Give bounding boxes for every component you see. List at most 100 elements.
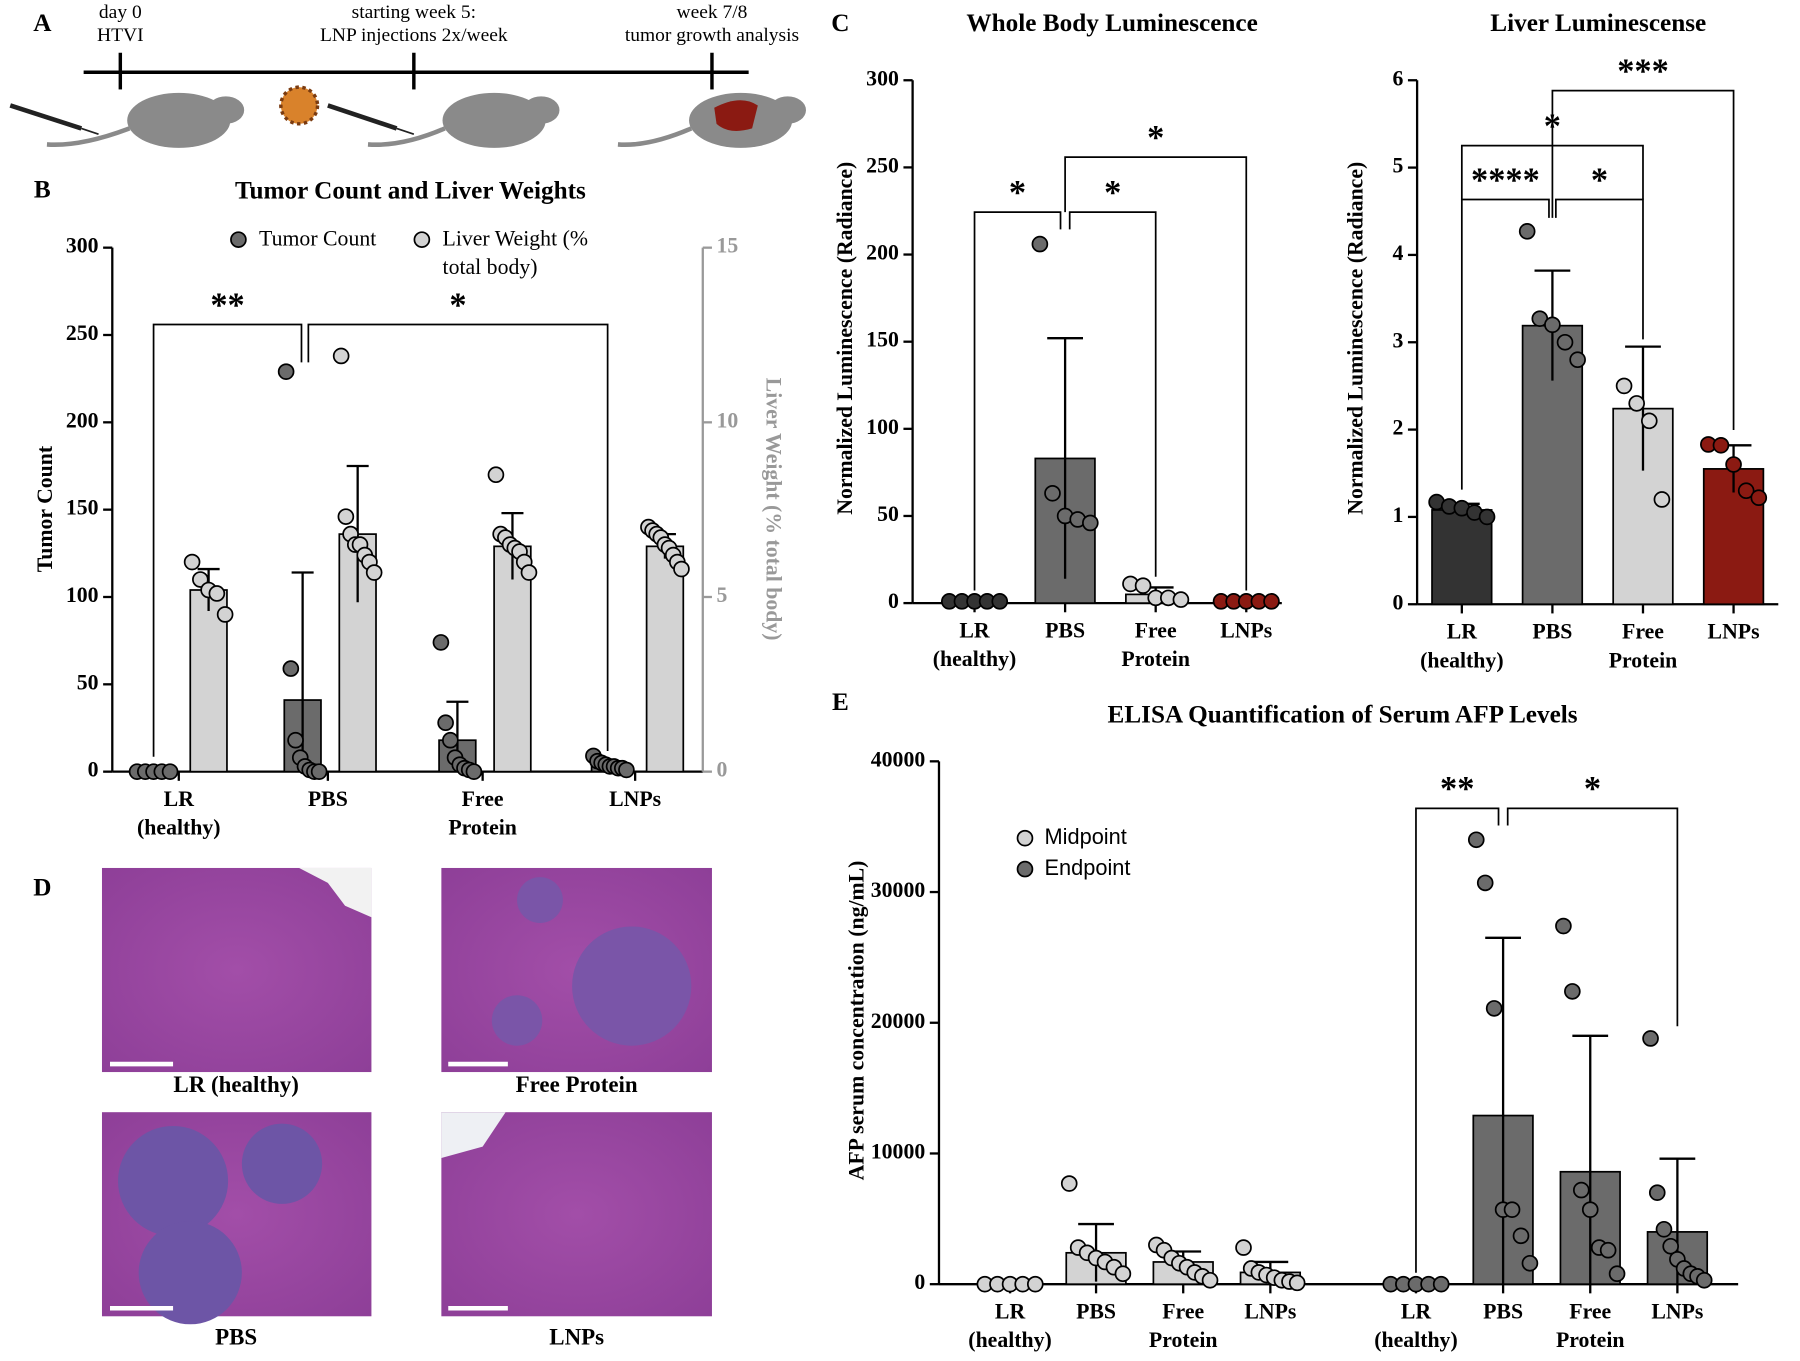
data-point (365, 564, 383, 581)
histology-image (101, 867, 372, 1073)
data-point (1581, 1201, 1599, 1218)
data-point (1556, 333, 1574, 351)
error-bar (1572, 1034, 1609, 1285)
error-bar (1485, 936, 1521, 1285)
data-point (487, 466, 505, 484)
y-tick-label: 100 (866, 415, 899, 439)
tumor-region (241, 1123, 323, 1204)
data-point (1026, 1275, 1044, 1293)
x-tick-label: PBS (1532, 620, 1573, 645)
panel-label: B (34, 176, 51, 203)
legend-marker (1016, 829, 1034, 847)
y2-tick-label: 5 (717, 583, 728, 607)
x-tick-label: PBS (307, 787, 348, 812)
y-tick-label: 20000 (871, 1009, 926, 1033)
legend-marker (1016, 860, 1034, 878)
data-point (1750, 489, 1768, 507)
data-point (1478, 508, 1496, 526)
label-box: LNPs (1708, 620, 1760, 644)
data-point (1288, 1274, 1306, 1292)
data-point (1599, 1241, 1617, 1259)
data-point (1082, 514, 1099, 532)
data-point (332, 347, 350, 365)
histology-background (299, 867, 372, 918)
data-point (1655, 1220, 1673, 1238)
panel-label: C (831, 10, 849, 37)
x-tick-label: LNPs (1651, 1300, 1704, 1325)
error-bar (1047, 337, 1083, 579)
x-tick-label: LR (healthy) (1420, 620, 1504, 674)
label-box: PBS (1483, 1300, 1523, 1324)
data-point (1555, 917, 1572, 935)
data-point (1503, 1201, 1521, 1218)
label-box: LNPs (1651, 1300, 1704, 1325)
data-point (337, 508, 355, 525)
significance-label: *** (1617, 52, 1669, 90)
y-tick-label: 100 (66, 583, 99, 607)
y-axis-label: Tumor Count (33, 445, 57, 572)
tumor-region (491, 995, 543, 1046)
data-point (1031, 235, 1049, 253)
significance-label: * (1591, 161, 1608, 199)
y-axis-label: Normalized Luminescence (Radiance) (1343, 162, 1367, 515)
data-point (1608, 1265, 1626, 1283)
significance-bracket (1554, 198, 1644, 340)
significance-bracket (973, 211, 1062, 591)
data-point (1060, 1175, 1078, 1192)
data-point (1615, 377, 1633, 395)
y2-tick-label: 10 (717, 408, 739, 432)
data-point (1172, 591, 1190, 608)
data-point (1235, 1239, 1252, 1256)
data-point (1695, 1271, 1713, 1289)
label-box: PBS (1076, 1300, 1116, 1324)
data-point (1662, 1237, 1679, 1255)
significance-bracket (1415, 807, 1500, 1273)
data-point (1432, 1275, 1450, 1293)
chart-title: ELISA Quantification of Serum AFP Levels (1108, 701, 1578, 728)
tumor-region (517, 877, 563, 924)
y2-axis-label: Liver Weight (% total body) (762, 378, 786, 641)
syringe-icon (9, 103, 99, 135)
y-tick-label: 0 (888, 589, 899, 613)
chart-title: Whole Body Luminescence (966, 10, 1257, 37)
data-point (277, 363, 295, 380)
y-tick-label: 5 (1392, 154, 1403, 178)
data-point (1485, 1000, 1503, 1017)
x-tick-label: PBS (1045, 619, 1086, 644)
y-tick-label: 3 (1392, 328, 1403, 352)
significance-bracket (1506, 807, 1679, 1027)
y-tick-label: 0 (88, 758, 99, 782)
tumor-region (118, 1125, 229, 1237)
bar (1431, 509, 1493, 606)
timeline-text: LNP injections 2x/week (320, 25, 508, 46)
y-tick-label: 150 (866, 328, 899, 352)
significance-bracket (307, 323, 609, 752)
data-point (1572, 1181, 1590, 1199)
x-tick-label: LNPs (1244, 1300, 1297, 1325)
timeline-text: HTVI (97, 25, 144, 46)
x-tick-label: LR (healthy) (137, 787, 221, 841)
data-point (520, 564, 538, 581)
data-point (1518, 223, 1536, 240)
significance-label: **** (1471, 161, 1540, 199)
significance-label: ** (1440, 770, 1474, 808)
data-point (1564, 983, 1581, 1000)
y-tick-label: 200 (66, 408, 99, 432)
data-point (216, 606, 234, 623)
timeline-time: week 7/8 (677, 2, 748, 23)
label-box: LR (healthy) (1374, 1300, 1458, 1353)
data-point (1521, 1254, 1539, 1272)
significance-bracket (152, 323, 303, 757)
data-point (1134, 577, 1152, 594)
x-tick-label: Free Protein (1555, 1300, 1625, 1353)
chart-title: Liver Luminescense (1490, 10, 1706, 37)
chart-title: Tumor Count and Liver Weights (235, 177, 586, 204)
timeline-time: starting week 5: (352, 2, 476, 23)
data-point (465, 763, 483, 780)
bar (645, 545, 685, 773)
legend-marker (413, 231, 431, 248)
data-point (618, 761, 635, 779)
y-tick-label: 0 (914, 1270, 925, 1294)
data-point (161, 763, 179, 780)
